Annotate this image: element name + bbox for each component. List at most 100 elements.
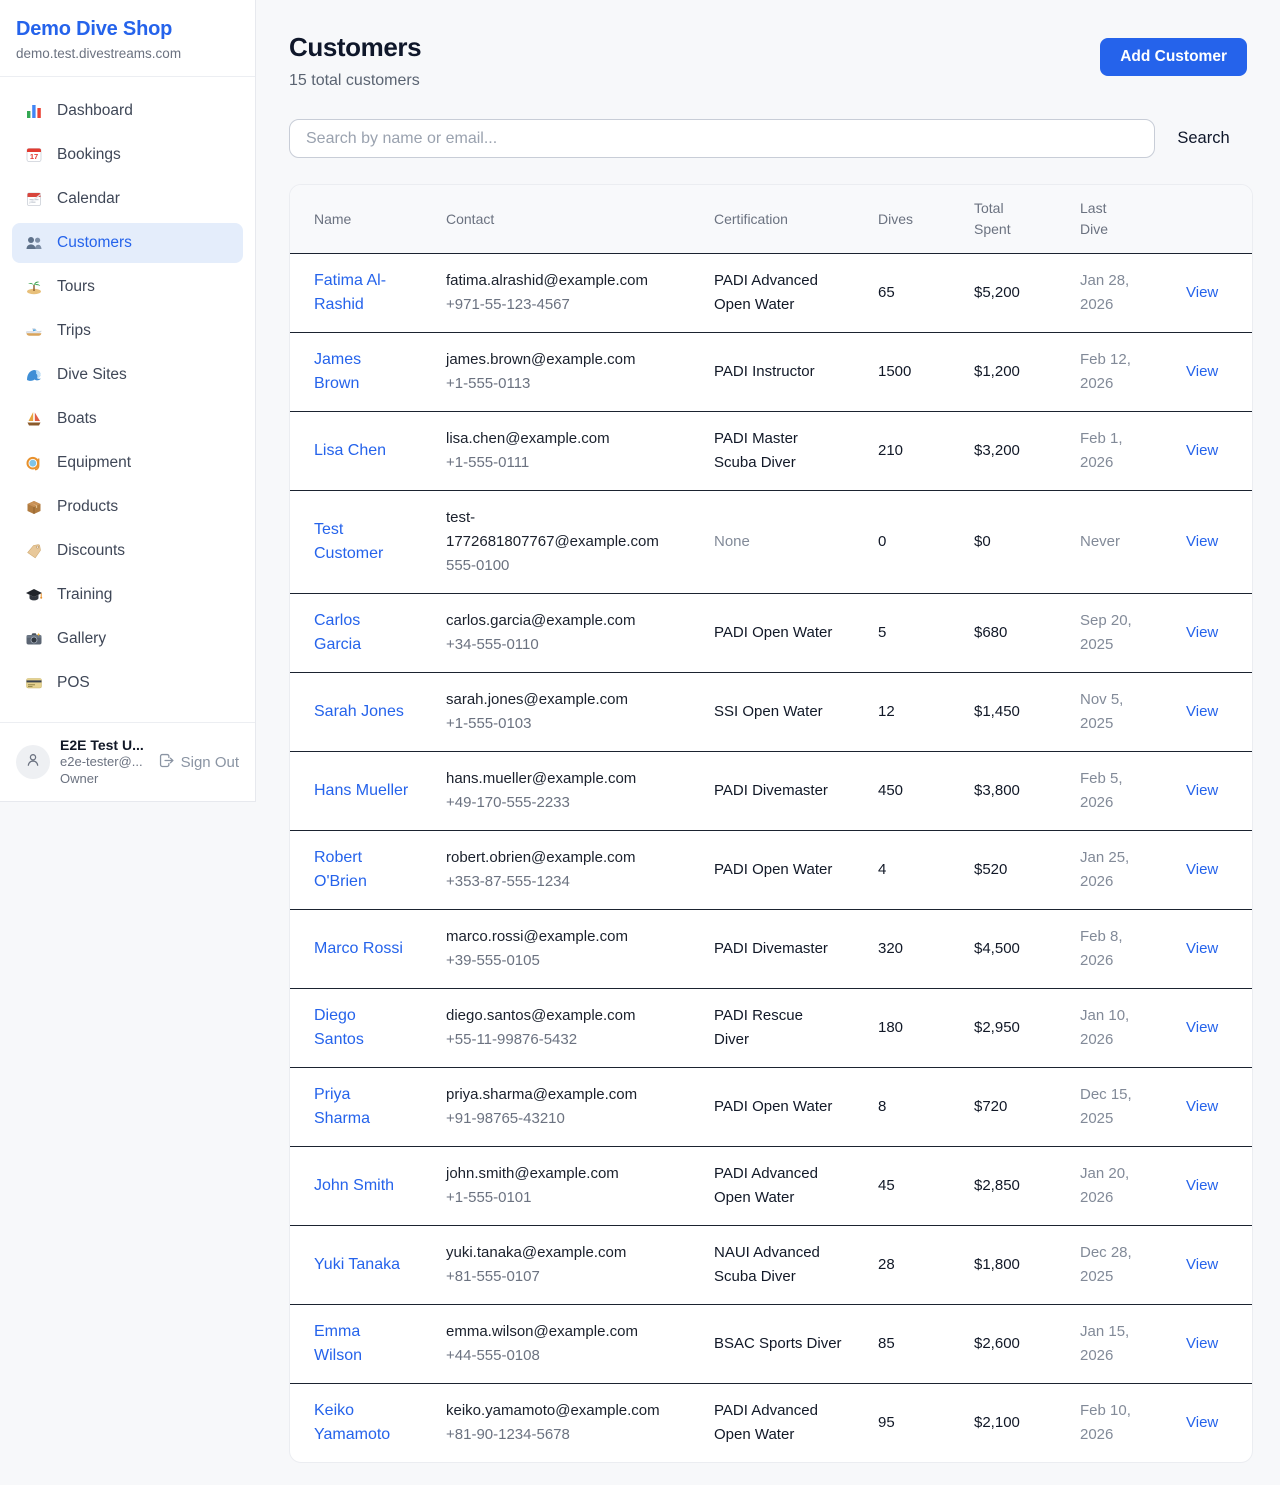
- customer-name-link[interactable]: James Brown: [314, 351, 362, 392]
- credit-card-icon: [24, 674, 44, 692]
- customer-name-link[interactable]: Priya Sharma: [314, 1086, 371, 1127]
- customer-total-spent: $720: [954, 1067, 1060, 1147]
- customer-actions-cell: View: [1166, 830, 1252, 910]
- user-meta: E2E Test U... e2e-tester@... Owner: [60, 736, 148, 788]
- tag-icon: [24, 542, 44, 560]
- customer-dives: 8: [858, 1067, 954, 1147]
- view-customer-link[interactable]: View: [1186, 284, 1219, 301]
- customer-last-dive: Jan 20, 2026: [1060, 1146, 1166, 1226]
- customer-name-link[interactable]: Yuki Tanaka: [314, 1256, 400, 1273]
- view-customer-link[interactable]: View: [1186, 442, 1219, 459]
- view-customer-link[interactable]: View: [1186, 1335, 1219, 1352]
- customer-actions-cell: View: [1166, 253, 1252, 333]
- customer-name-cell: Fatima Al-Rashid: [290, 253, 426, 333]
- sidebar-item-label: Boats: [57, 410, 97, 427]
- customer-certification: PADI Rescue Diver: [694, 988, 858, 1068]
- customer-name-link[interactable]: Diego Santos: [314, 1007, 364, 1048]
- sidebar-item-equipment[interactable]: Equipment: [12, 443, 243, 483]
- customer-email: hans.mueller@example.com: [446, 770, 637, 787]
- customer-actions-cell: View: [1166, 411, 1252, 491]
- customer-phone: +1-555-0103: [446, 715, 532, 732]
- customer-dives: 12: [858, 672, 954, 752]
- customer-row: Carlos Garcia carlos.garcia@example.com …: [290, 593, 1252, 673]
- customer-contact-cell: marco.rossi@example.com +39-555-0105: [426, 909, 694, 989]
- add-customer-button[interactable]: Add Customer: [1100, 38, 1247, 76]
- user-email: e2e-tester@...: [60, 754, 143, 770]
- customers-table-card: Name Contact Certification Dives Total S…: [289, 184, 1253, 1463]
- customer-contact-cell: priya.sharma@example.com +91-98765-43210: [426, 1067, 694, 1147]
- sidebar-item-boats[interactable]: Boats: [12, 399, 243, 439]
- column-header-last-dive: Last Dive: [1060, 185, 1166, 254]
- customer-name-link[interactable]: Fatima Al-Rashid: [314, 272, 387, 313]
- customer-name-link[interactable]: Robert O'Brien: [314, 849, 367, 890]
- view-customer-link[interactable]: View: [1186, 533, 1219, 550]
- view-customer-link[interactable]: View: [1186, 1019, 1219, 1036]
- sidebar-nav: Dashboard 17 Bookings Calendar Customers…: [0, 77, 255, 722]
- view-customer-link[interactable]: View: [1186, 782, 1219, 799]
- sidebar-item-bookings[interactable]: 17 Bookings: [12, 135, 243, 175]
- graduation-cap-icon: [24, 586, 44, 604]
- search-input[interactable]: [289, 119, 1155, 158]
- customer-row: Sarah Jones sarah.jones@example.com +1-5…: [290, 672, 1252, 752]
- view-customer-link[interactable]: View: [1186, 363, 1219, 380]
- search-bar: Search: [289, 119, 1252, 158]
- sidebar-item-discounts[interactable]: Discounts: [12, 531, 243, 571]
- sidebar-item-training[interactable]: Training: [12, 575, 243, 615]
- customer-name-link[interactable]: Keiko Yamamoto: [314, 1402, 391, 1443]
- customer-name-link[interactable]: Hans Mueller: [314, 782, 409, 799]
- view-customer-link[interactable]: View: [1186, 1098, 1219, 1115]
- customer-name-link[interactable]: Lisa Chen: [314, 442, 387, 459]
- search-button[interactable]: Search: [1155, 121, 1252, 156]
- customer-name-link[interactable]: Marco Rossi: [314, 940, 403, 957]
- view-customer-link[interactable]: View: [1186, 703, 1219, 720]
- customer-name-cell: Diego Santos: [290, 988, 426, 1068]
- wave-icon: [24, 366, 44, 384]
- sign-out-button[interactable]: Sign Out: [158, 752, 239, 773]
- sidebar-item-label: Dashboard: [57, 102, 133, 119]
- view-customer-link[interactable]: View: [1186, 1256, 1219, 1273]
- customer-row: Lisa Chen lisa.chen@example.com +1-555-0…: [290, 411, 1252, 491]
- customer-total-spent: $2,850: [954, 1146, 1060, 1226]
- view-customer-link[interactable]: View: [1186, 624, 1219, 641]
- customer-last-dive: Jan 15, 2026: [1060, 1304, 1166, 1384]
- customer-dives: 450: [858, 751, 954, 831]
- sidebar-item-dive-sites[interactable]: Dive Sites: [12, 355, 243, 395]
- sidebar-item-tours[interactable]: Tours: [12, 267, 243, 307]
- sidebar-item-trips[interactable]: Trips: [12, 311, 243, 351]
- customer-name-link[interactable]: Emma Wilson: [314, 1323, 363, 1364]
- customer-certification: PADI Advanced Open Water: [694, 253, 858, 333]
- customer-email: marco.rossi@example.com: [446, 928, 628, 945]
- customer-name-link[interactable]: John Smith: [314, 1177, 395, 1194]
- customer-actions-cell: View: [1166, 593, 1252, 673]
- view-customer-link[interactable]: View: [1186, 1414, 1219, 1431]
- sidebar-item-label: POS: [57, 674, 90, 691]
- customer-total-spent: $1,200: [954, 332, 1060, 412]
- customer-certification: BSAC Sports Diver: [694, 1304, 858, 1384]
- customer-dives: 45: [858, 1146, 954, 1226]
- customer-actions-cell: View: [1166, 1067, 1252, 1147]
- customer-name-cell: Emma Wilson: [290, 1304, 426, 1384]
- customer-name-link[interactable]: Test Customer: [314, 521, 384, 562]
- brand-name: Demo Dive Shop: [16, 18, 173, 40]
- view-customer-link[interactable]: View: [1186, 940, 1219, 957]
- sidebar-item-pos[interactable]: POS: [12, 663, 243, 703]
- customer-name-link[interactable]: Carlos Garcia: [314, 612, 362, 653]
- sailboat-icon: [24, 410, 44, 428]
- customer-name-cell: Carlos Garcia: [290, 593, 426, 673]
- sidebar-item-calendar[interactable]: Calendar: [12, 179, 243, 219]
- brand-block: Demo Dive Shop demo.test.divestreams.com: [0, 0, 255, 77]
- view-customer-link[interactable]: View: [1186, 1177, 1219, 1194]
- customer-dives: 4: [858, 830, 954, 910]
- sidebar-item-dashboard[interactable]: Dashboard: [12, 91, 243, 131]
- sidebar-item-label: Discounts: [57, 542, 126, 559]
- sidebar-item-customers[interactable]: Customers: [12, 223, 243, 263]
- customer-name-link[interactable]: Sarah Jones: [314, 703, 404, 720]
- sidebar-item-gallery[interactable]: Gallery: [12, 619, 243, 659]
- customer-phone: +44-555-0108: [446, 1347, 540, 1364]
- customer-actions-cell: View: [1166, 490, 1252, 594]
- customer-row: Emma Wilson emma.wilson@example.com +44-…: [290, 1304, 1252, 1384]
- view-customer-link[interactable]: View: [1186, 861, 1219, 878]
- column-header-total-spent: Total Spent: [954, 185, 1060, 254]
- customer-dives: 28: [858, 1225, 954, 1305]
- sidebar-item-products[interactable]: Products: [12, 487, 243, 527]
